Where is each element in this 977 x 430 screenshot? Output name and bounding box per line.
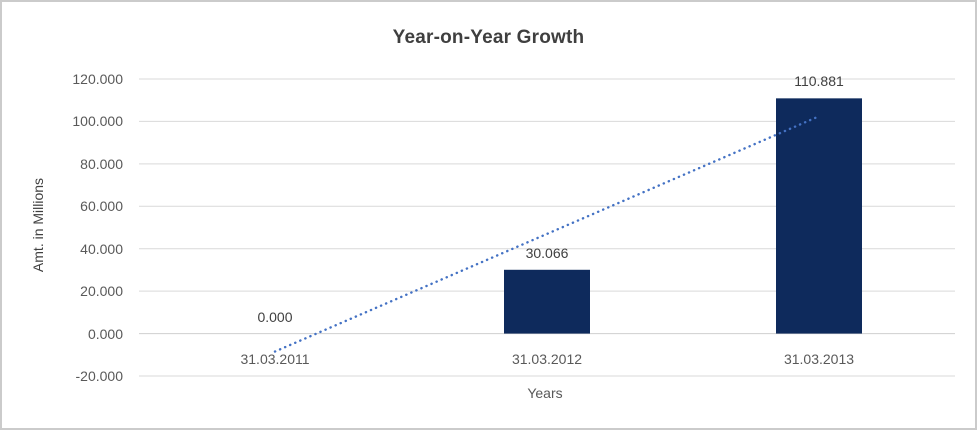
bar-31.03.2012[interactable] <box>504 269 590 334</box>
bar-31.03.2013[interactable] <box>776 98 862 334</box>
x-axis-title: Years <box>527 385 563 401</box>
y-tick-label: 120.000 <box>72 71 123 87</box>
y-tick-label: 80.000 <box>80 155 123 172</box>
trendline[interactable] <box>273 115 821 353</box>
x-category-label: 31.03.2011 <box>240 351 310 367</box>
chart-title: Year-on-Year Growth <box>392 27 585 48</box>
bar-data-label: 0.000 <box>257 308 293 325</box>
y-tick-label: 0.000 <box>87 325 123 342</box>
bar-data-label: 110.881 <box>794 73 844 90</box>
y-tick-label: -20.000 <box>75 368 123 384</box>
bar-data-label: 30.066 <box>525 244 569 261</box>
y-axis-title: Amt. in Millions <box>30 177 46 273</box>
y-tick-label: 40.000 <box>80 240 123 257</box>
x-category-label: 31.03.2013 <box>783 351 855 367</box>
y-tick-label: 20.000 <box>80 283 123 300</box>
y-tick-label: 100.000 <box>72 113 123 130</box>
y-tick-label: 60.000 <box>80 198 123 215</box>
x-category-label: 31.03.2012 <box>511 351 583 367</box>
